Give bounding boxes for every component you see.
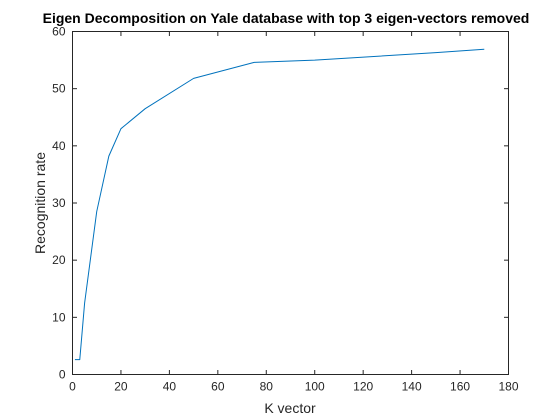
x-tick-label: 60 [211, 380, 225, 394]
y-tick-label: 20 [52, 253, 66, 267]
y-tick-label: 40 [52, 139, 66, 153]
x-tick-label: 140 [402, 380, 422, 394]
x-tick-label: 20 [114, 380, 128, 394]
x-tick-label: 180 [498, 380, 518, 394]
y-tick-label: 60 [52, 25, 66, 39]
x-tick-label: 80 [260, 380, 274, 394]
y-axis-label: Recognition rate [32, 152, 48, 254]
plot-area: 0 20 40 60 80 100 120 140 160 180 0 10 20 30 40 50 60 [52, 25, 519, 394]
x-axis-label: K vector [264, 400, 316, 416]
x-tick-label: 0 [69, 380, 76, 394]
y-tick-label: 30 [52, 196, 66, 210]
y-tick-label: 10 [52, 310, 66, 324]
series-line [74, 48, 485, 361]
x-tick-label: 40 [163, 380, 177, 394]
chart-title: Eigen Decomposition on Yale database wit… [43, 10, 530, 26]
y-tick-label: 0 [59, 368, 66, 382]
x-tick-label: 100 [305, 380, 325, 394]
x-tick-label: 120 [353, 380, 373, 394]
x-tick-label: 160 [450, 380, 470, 394]
y-tick-label: 50 [52, 82, 66, 96]
axes-box [72, 31, 509, 375]
